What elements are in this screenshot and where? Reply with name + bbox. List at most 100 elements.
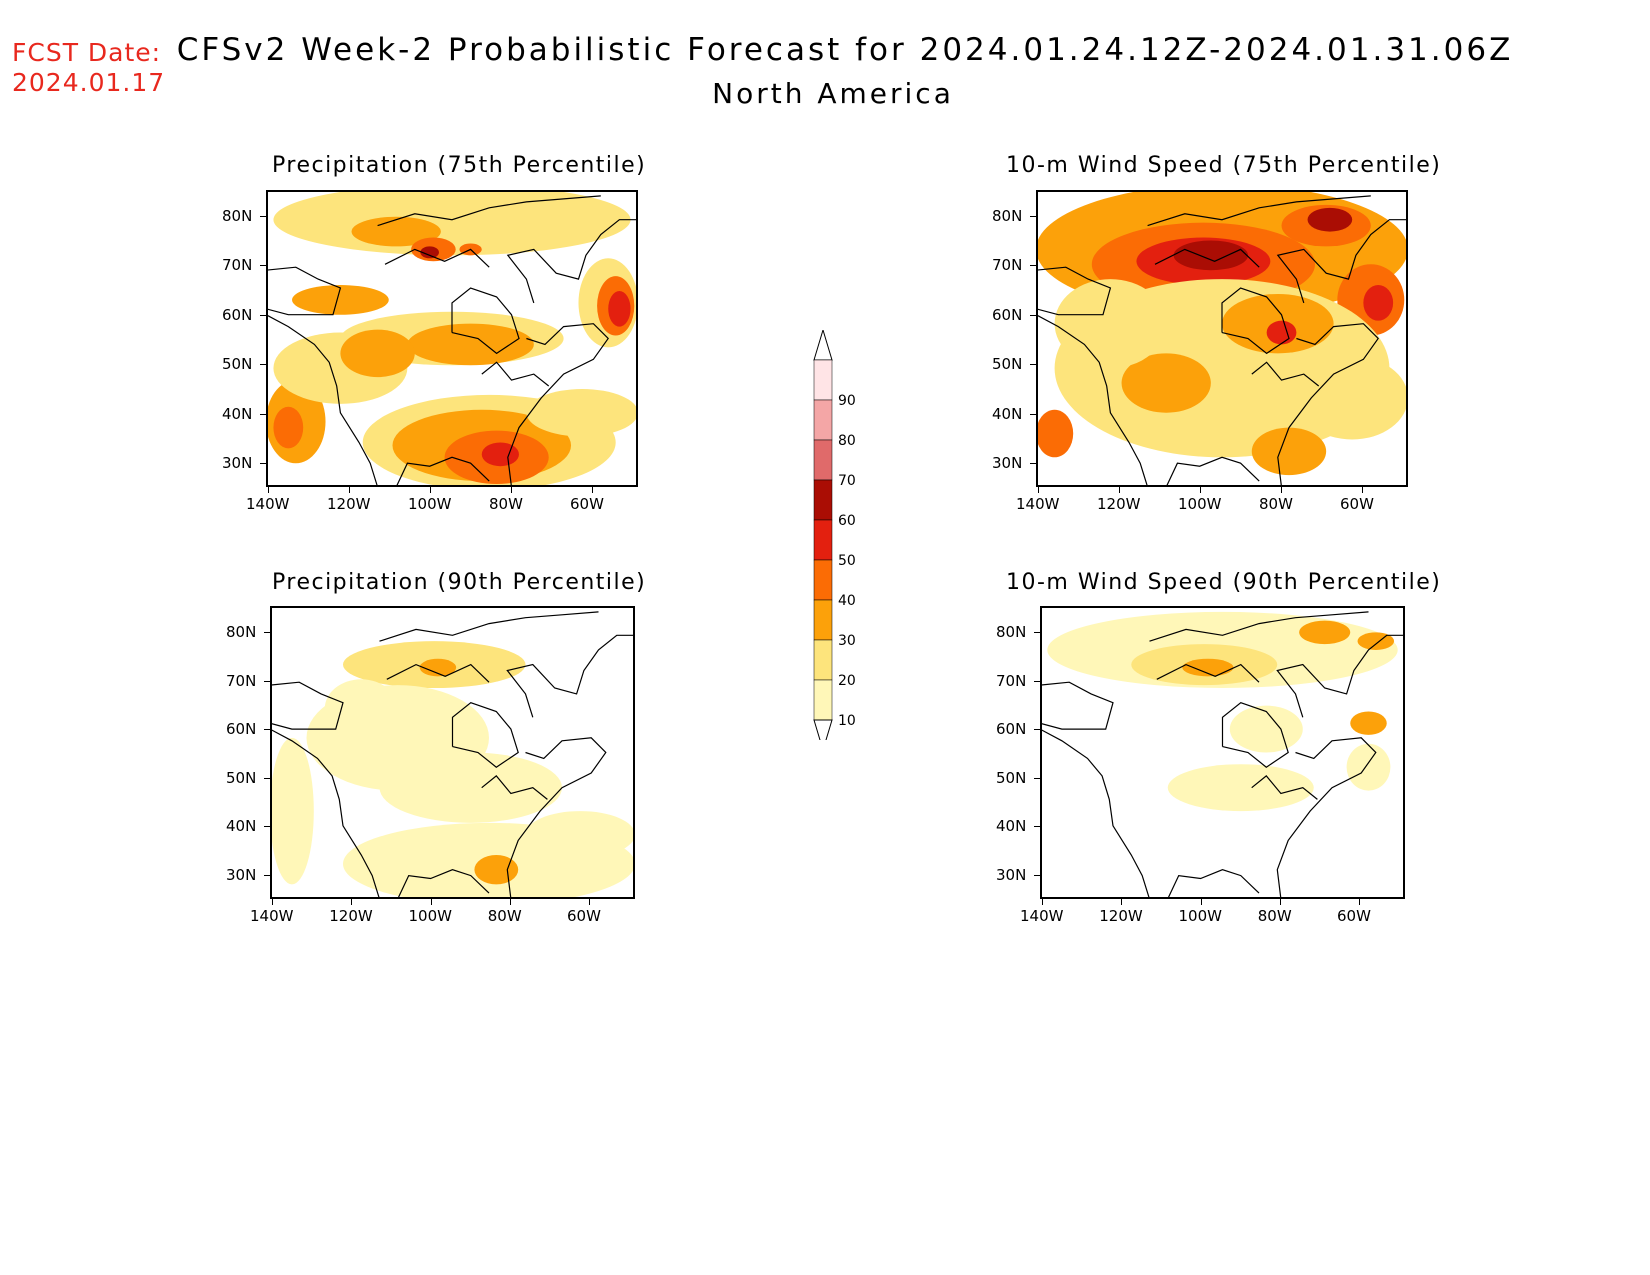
colorbar-level-label: 70 bbox=[838, 473, 856, 489]
colorbar-swatch bbox=[813, 399, 833, 441]
lat-tick-label: 40N bbox=[222, 404, 253, 423]
lat-tick bbox=[1034, 875, 1040, 876]
lon-tick-label: 80W bbox=[1259, 495, 1293, 513]
forecast-probability-area bbox=[1296, 356, 1408, 440]
lat-tick-label: 70N bbox=[226, 671, 257, 690]
lat-tick bbox=[1034, 826, 1040, 828]
lon-tick-label: 120W bbox=[327, 495, 371, 513]
lon-tick-label: 60W bbox=[567, 907, 601, 925]
lon-tick bbox=[511, 487, 512, 493]
forecast-probability-area bbox=[351, 216, 441, 247]
lon-tick-label: 140W bbox=[1020, 907, 1064, 925]
forecast-probability-area bbox=[1229, 705, 1303, 753]
map-frame bbox=[1040, 606, 1405, 899]
lat-tick bbox=[260, 463, 266, 464]
lon-tick bbox=[1200, 899, 1202, 905]
lon-tick bbox=[1281, 487, 1282, 493]
forecast-date-label: FCST Date: bbox=[12, 38, 162, 67]
colorbar-level-label: 10 bbox=[838, 713, 856, 729]
forecast-probability-area bbox=[1346, 743, 1391, 791]
map-precip90 bbox=[270, 606, 635, 899]
map-precip75 bbox=[266, 190, 638, 487]
forecast-probability-area bbox=[481, 442, 519, 467]
forecast-probability-area bbox=[1307, 207, 1353, 232]
lat-tick bbox=[1034, 680, 1040, 682]
lon-tick bbox=[589, 899, 590, 905]
forecast-date-value: 2024.01.17 bbox=[12, 68, 166, 97]
lat-tick bbox=[264, 777, 270, 779]
forecast-probability-area bbox=[379, 752, 562, 823]
lon-tick bbox=[1359, 899, 1360, 905]
lon-tick-label: 100W bbox=[408, 495, 452, 513]
forecast-probability-area bbox=[419, 658, 457, 677]
lon-tick-label: 120W bbox=[1099, 907, 1143, 925]
forecast-probability-area bbox=[420, 246, 439, 259]
colorbar-level-label: 30 bbox=[838, 633, 856, 649]
colorbar-swatch bbox=[813, 679, 833, 721]
forecast-probability-area bbox=[407, 323, 534, 366]
colorbar-level-label: 50 bbox=[838, 553, 856, 569]
colorbar-swatch bbox=[813, 479, 833, 521]
map-wind90 bbox=[1040, 606, 1405, 899]
lon-tick bbox=[430, 899, 432, 905]
forecast-probability-area bbox=[1054, 279, 1167, 369]
colorbar-swatch bbox=[813, 519, 833, 561]
lat-tick bbox=[1034, 777, 1040, 779]
panel-title-wind75: 10-m Wind Speed (75th Percentile) bbox=[1006, 153, 1442, 178]
lat-tick bbox=[1030, 216, 1036, 217]
map-wind75 bbox=[1036, 190, 1408, 487]
lon-tick-label: 60W bbox=[1337, 907, 1371, 925]
forecast-probability-area bbox=[273, 406, 304, 449]
lat-tick-label: 60N bbox=[222, 305, 253, 324]
lon-tick bbox=[351, 899, 353, 905]
lat-tick bbox=[260, 265, 266, 267]
lat-tick-label: 70N bbox=[996, 671, 1027, 690]
lon-tick-label: 100W bbox=[1178, 907, 1222, 925]
lat-tick-label: 50N bbox=[992, 355, 1023, 374]
colorbar-level-label: 80 bbox=[838, 433, 856, 449]
map-frame bbox=[1036, 190, 1408, 487]
lat-tick bbox=[264, 632, 270, 633]
lon-tick bbox=[1042, 899, 1043, 905]
coastline bbox=[1040, 611, 1405, 899]
colorbar-swatch bbox=[813, 439, 833, 481]
lat-tick-label: 40N bbox=[992, 404, 1023, 423]
lon-tick bbox=[349, 487, 350, 493]
forecast-probability-area bbox=[324, 679, 398, 738]
lat-tick bbox=[1030, 314, 1036, 316]
colorbar-swatch bbox=[813, 599, 833, 641]
colorbar-top-arrow bbox=[813, 330, 833, 361]
lon-tick bbox=[272, 899, 273, 905]
lat-tick bbox=[1030, 413, 1036, 415]
lat-tick-label: 80N bbox=[226, 623, 257, 641]
lat-tick-label: 30N bbox=[996, 866, 1027, 884]
lon-tick-label: 80W bbox=[487, 907, 522, 925]
coastline bbox=[270, 611, 635, 899]
lat-tick-label: 50N bbox=[226, 768, 257, 787]
forecast-probability-area bbox=[1251, 427, 1327, 476]
lat-tick bbox=[1030, 265, 1036, 267]
map-frame bbox=[266, 190, 638, 487]
lat-tick-label: 80N bbox=[996, 623, 1027, 641]
lon-tick-label: 140W bbox=[250, 907, 294, 925]
lat-tick-label: 50N bbox=[996, 768, 1027, 787]
region-subtitle: North America bbox=[712, 77, 954, 110]
page-title: CFSv2 Week-2 Probabilistic Forecast for … bbox=[176, 32, 1514, 68]
lat-tick bbox=[260, 413, 266, 415]
coastline bbox=[266, 195, 638, 487]
forecast-probability-area bbox=[1363, 285, 1394, 321]
lat-tick bbox=[260, 314, 266, 316]
colorbar-level-label: 60 bbox=[838, 513, 856, 529]
forecast-probability-area bbox=[1350, 711, 1387, 735]
lat-tick bbox=[264, 875, 270, 876]
map-frame bbox=[270, 606, 635, 899]
lon-tick-label: 80W bbox=[1257, 907, 1292, 925]
forecast-probability-area bbox=[1167, 764, 1314, 812]
forecast-probability-area bbox=[340, 329, 415, 378]
panel-title-wind90: 10-m Wind Speed (90th Percentile) bbox=[1006, 570, 1442, 595]
lon-tick bbox=[268, 487, 269, 493]
lon-tick-label: 120W bbox=[1097, 495, 1141, 513]
lon-tick-label: 100W bbox=[408, 907, 452, 925]
forecast-probability-area bbox=[525, 811, 635, 858]
lat-tick-label: 30N bbox=[222, 454, 253, 472]
